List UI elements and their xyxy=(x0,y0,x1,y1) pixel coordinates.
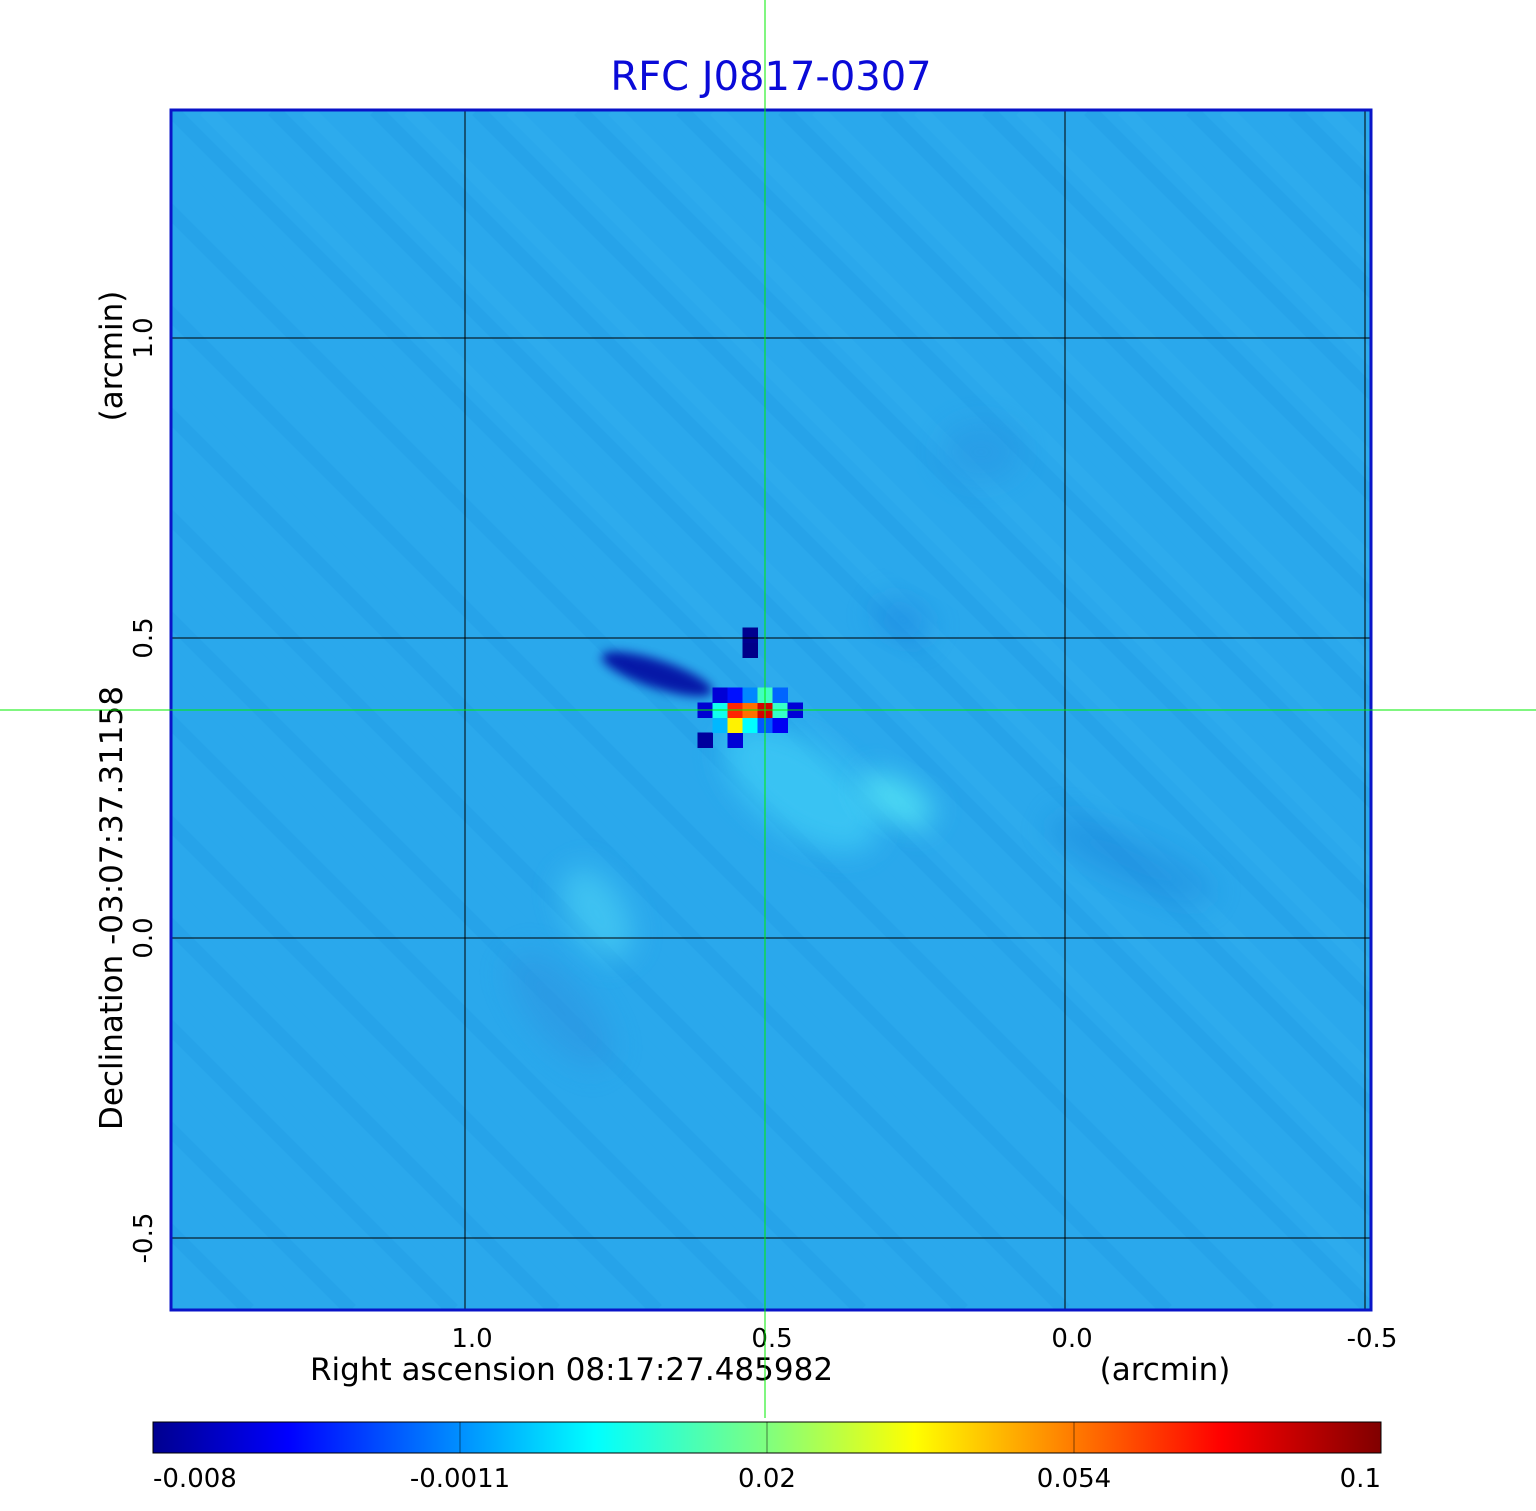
texture-stripe xyxy=(171,848,628,1310)
texture-stripe xyxy=(948,110,1371,538)
heatmap-pixel xyxy=(742,642,758,658)
chart-title: RFC J0817-0307 xyxy=(610,54,931,100)
x-tick-label: 0.5 xyxy=(751,1324,792,1354)
heatmap-pixel xyxy=(772,717,788,733)
sidelobe-blob xyxy=(875,598,931,642)
y-tick-label: 0.5 xyxy=(129,617,159,658)
y-axis-unit: (arcmin) xyxy=(94,291,130,422)
texture-stripe xyxy=(171,814,662,1310)
negative-arm xyxy=(601,651,713,697)
x-axis-unit: (arcmin) xyxy=(1100,1352,1231,1388)
texture-stripe xyxy=(171,780,696,1310)
y-tick-label: -0.5 xyxy=(129,1213,159,1264)
colorbar-tick-label: 0.1 xyxy=(1340,1464,1381,1494)
x-tick-label: 0.0 xyxy=(1051,1324,1092,1354)
sidelobe-blob xyxy=(1048,817,1214,903)
heatmap-pixel xyxy=(727,687,743,703)
texture-stripe xyxy=(171,916,560,1310)
texture-stripe xyxy=(846,110,1371,640)
texture-stripe xyxy=(914,110,1371,572)
texture-stripe xyxy=(171,882,594,1310)
texture-stripe xyxy=(778,110,1371,708)
texture-stripe xyxy=(1152,110,1371,334)
heatmap-pixel xyxy=(772,687,788,703)
sidelobe-blob xyxy=(722,724,880,852)
y-tick-label: 1.0 xyxy=(129,317,159,358)
heatmap-pixel xyxy=(727,732,743,748)
texture-stripe xyxy=(1050,110,1371,436)
sidelobe-blob xyxy=(860,773,934,827)
texture-stripe xyxy=(1084,110,1371,402)
sidelobe-blob xyxy=(510,953,612,1067)
heatmap-pixel xyxy=(742,717,758,733)
y-tick-label: 0.0 xyxy=(129,917,159,958)
colorbar-tick-label: -0.008 xyxy=(153,1464,237,1494)
heatmap-pixels xyxy=(697,627,803,748)
heatmap-blobs xyxy=(510,422,1214,1067)
colorbar-tick-label: 0.02 xyxy=(738,1464,796,1494)
heatmap-pixel xyxy=(742,687,758,703)
texture-stripe xyxy=(171,1052,424,1310)
texture-stripe xyxy=(812,110,1371,674)
heatmap-pixel xyxy=(742,627,758,643)
heatmap-pixel xyxy=(697,732,713,748)
sidelobe-blob xyxy=(562,868,632,960)
heatmap-pixel xyxy=(712,687,728,703)
colorbar-tick-label: 0.054 xyxy=(1037,1464,1111,1494)
texture-stripe xyxy=(982,110,1371,504)
heatmap-pixel xyxy=(712,717,728,733)
x-tick-label: 1.0 xyxy=(451,1324,492,1354)
texture-stripe xyxy=(880,110,1371,606)
texture-stripe xyxy=(1016,110,1371,470)
texture-stripe xyxy=(171,1086,390,1310)
heatmap-pixel xyxy=(727,717,743,733)
texture-stripe xyxy=(171,712,764,1310)
sidelobe-blob xyxy=(941,422,1021,482)
colorbar-tick-label: -0.0011 xyxy=(410,1464,510,1494)
texture-stripe xyxy=(1118,110,1371,368)
texture-stripe xyxy=(171,950,526,1310)
crosshair xyxy=(0,0,1536,1418)
texture-stripe xyxy=(171,746,730,1310)
y-axis-label: Declination -03:07:37.31158 xyxy=(94,686,130,1130)
x-tick-label: -0.5 xyxy=(1347,1324,1398,1354)
texture-stripe xyxy=(171,1018,458,1310)
texture-stripe xyxy=(171,984,492,1310)
x-axis-label: Right ascension 08:17:27.485982 xyxy=(310,1352,833,1388)
